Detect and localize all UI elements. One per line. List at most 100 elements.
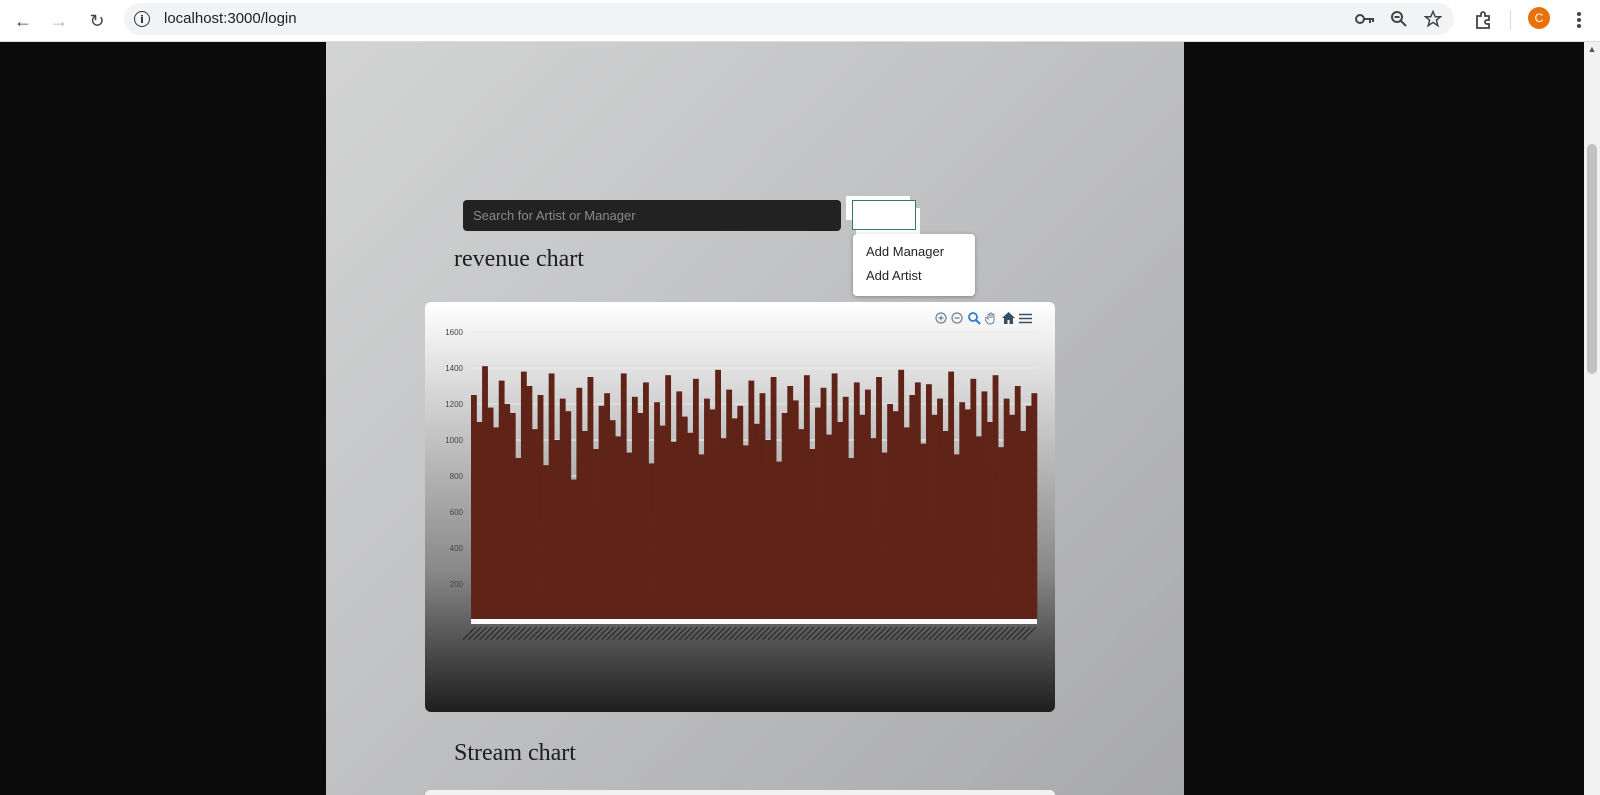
revenue-bar[interactable] [832, 373, 838, 620]
kebab-menu-icon[interactable] [1566, 7, 1592, 33]
revenue-bar[interactable] [737, 406, 743, 620]
profile-avatar[interactable]: C [1528, 7, 1550, 29]
revenue-bar[interactable] [1031, 393, 1037, 620]
revenue-bar[interactable] [876, 377, 882, 620]
revenue-bar[interactable] [499, 381, 505, 620]
revenue-bar[interactable] [776, 462, 782, 620]
revenue-bar[interactable] [687, 433, 693, 620]
revenue-bar[interactable] [482, 366, 488, 620]
revenue-bar[interactable] [904, 427, 910, 620]
revenue-bar[interactable] [593, 449, 599, 620]
revenue-bar[interactable] [865, 390, 871, 620]
revenue-bar[interactable] [915, 382, 921, 620]
revenue-bar[interactable] [809, 449, 815, 620]
url-text[interactable]: localhost:3000/login [164, 10, 297, 27]
revenue-bar[interactable] [471, 395, 477, 620]
back-arrow-icon[interactable]: ← [8, 6, 38, 36]
site-info-icon[interactable]: i [134, 11, 150, 27]
extensions-icon[interactable] [1470, 7, 1496, 33]
revenue-bar[interactable] [887, 404, 893, 620]
add-dropdown-toggle[interactable] [852, 200, 916, 230]
revenue-bar[interactable] [943, 431, 949, 620]
revenue-bar[interactable] [721, 438, 727, 620]
revenue-bar[interactable] [493, 427, 499, 620]
revenue-bar[interactable] [682, 417, 688, 620]
revenue-bar[interactable] [843, 397, 849, 620]
revenue-bar[interactable] [993, 375, 999, 620]
revenue-bar[interactable] [538, 395, 544, 620]
page-scrollbar[interactable]: ▲ [1584, 42, 1600, 795]
revenue-bar[interactable] [543, 465, 549, 620]
revenue-bar[interactable] [826, 435, 832, 620]
revenue-bar[interactable] [510, 413, 516, 620]
revenue-bar[interactable] [582, 431, 588, 620]
revenue-bar[interactable] [632, 397, 638, 620]
revenue-bar[interactable] [987, 422, 993, 620]
revenue-bar[interactable] [965, 409, 971, 620]
revenue-bar[interactable] [959, 402, 965, 620]
revenue-bar[interactable] [565, 411, 571, 620]
bookmark-star-icon[interactable] [1422, 8, 1444, 30]
revenue-bar[interactable] [793, 400, 799, 620]
revenue-bar[interactable] [693, 379, 699, 620]
revenue-bar[interactable] [804, 375, 810, 620]
revenue-bar[interactable] [754, 424, 760, 620]
revenue-bar[interactable] [765, 440, 771, 620]
revenue-bar[interactable] [588, 377, 594, 620]
revenue-bar[interactable] [909, 395, 915, 620]
revenue-bar[interactable] [732, 418, 738, 620]
add-manager-item[interactable]: Add Manager [866, 244, 944, 259]
revenue-bar[interactable] [526, 386, 532, 620]
key-icon[interactable] [1354, 8, 1376, 30]
revenue-bar[interactable] [610, 420, 616, 620]
revenue-bar[interactable] [715, 370, 721, 620]
revenue-bar[interactable] [549, 373, 555, 620]
revenue-bar[interactable] [504, 404, 510, 620]
revenue-bar[interactable] [782, 413, 788, 620]
revenue-bar[interactable] [893, 411, 899, 620]
revenue-bar[interactable] [771, 377, 777, 620]
revenue-bar[interactable] [787, 386, 793, 620]
add-artist-item[interactable]: Add Artist [866, 268, 922, 283]
revenue-bar[interactable] [1009, 415, 1015, 620]
revenue-bar[interactable] [665, 375, 671, 620]
revenue-bar[interactable] [604, 393, 610, 620]
revenue-bar[interactable] [926, 384, 932, 620]
revenue-bar[interactable] [798, 429, 804, 620]
revenue-bar[interactable] [699, 454, 705, 620]
revenue-bar[interactable] [976, 436, 982, 620]
scroll-thumb[interactable] [1587, 144, 1597, 374]
revenue-bar[interactable] [615, 436, 621, 620]
revenue-bar[interactable] [821, 388, 827, 620]
revenue-bar[interactable] [637, 413, 643, 620]
revenue-bar[interactable] [982, 391, 988, 620]
revenue-bar[interactable] [1026, 406, 1032, 620]
revenue-bar[interactable] [671, 442, 677, 620]
revenue-bar[interactable] [649, 463, 655, 620]
revenue-bar[interactable] [676, 391, 682, 620]
revenue-bar[interactable] [626, 453, 632, 620]
revenue-bar[interactable] [710, 409, 716, 620]
revenue-bar[interactable] [970, 379, 976, 620]
address-bar[interactable]: i localhost:3000/login [124, 3, 1454, 35]
revenue-bar[interactable] [748, 381, 754, 620]
revenue-bar[interactable] [660, 426, 666, 620]
revenue-bar[interactable] [654, 402, 660, 620]
revenue-bar[interactable] [954, 454, 960, 620]
revenue-bar[interactable] [477, 422, 483, 620]
revenue-bar[interactable] [599, 406, 605, 620]
revenue-bar[interactable] [898, 370, 904, 620]
revenue-bar[interactable] [848, 458, 854, 620]
revenue-bar[interactable] [871, 438, 877, 620]
revenue-bar[interactable] [743, 445, 749, 620]
revenue-bar[interactable] [932, 415, 938, 620]
revenue-bar[interactable] [760, 393, 766, 620]
search-input[interactable] [463, 200, 841, 231]
revenue-bar[interactable] [854, 382, 860, 620]
revenue-bar[interactable] [621, 373, 627, 620]
revenue-bar[interactable] [998, 447, 1004, 620]
revenue-bar[interactable] [576, 388, 582, 620]
zoom-icon[interactable] [1388, 8, 1410, 30]
revenue-bar[interactable] [560, 399, 566, 620]
revenue-bar[interactable] [554, 440, 560, 620]
